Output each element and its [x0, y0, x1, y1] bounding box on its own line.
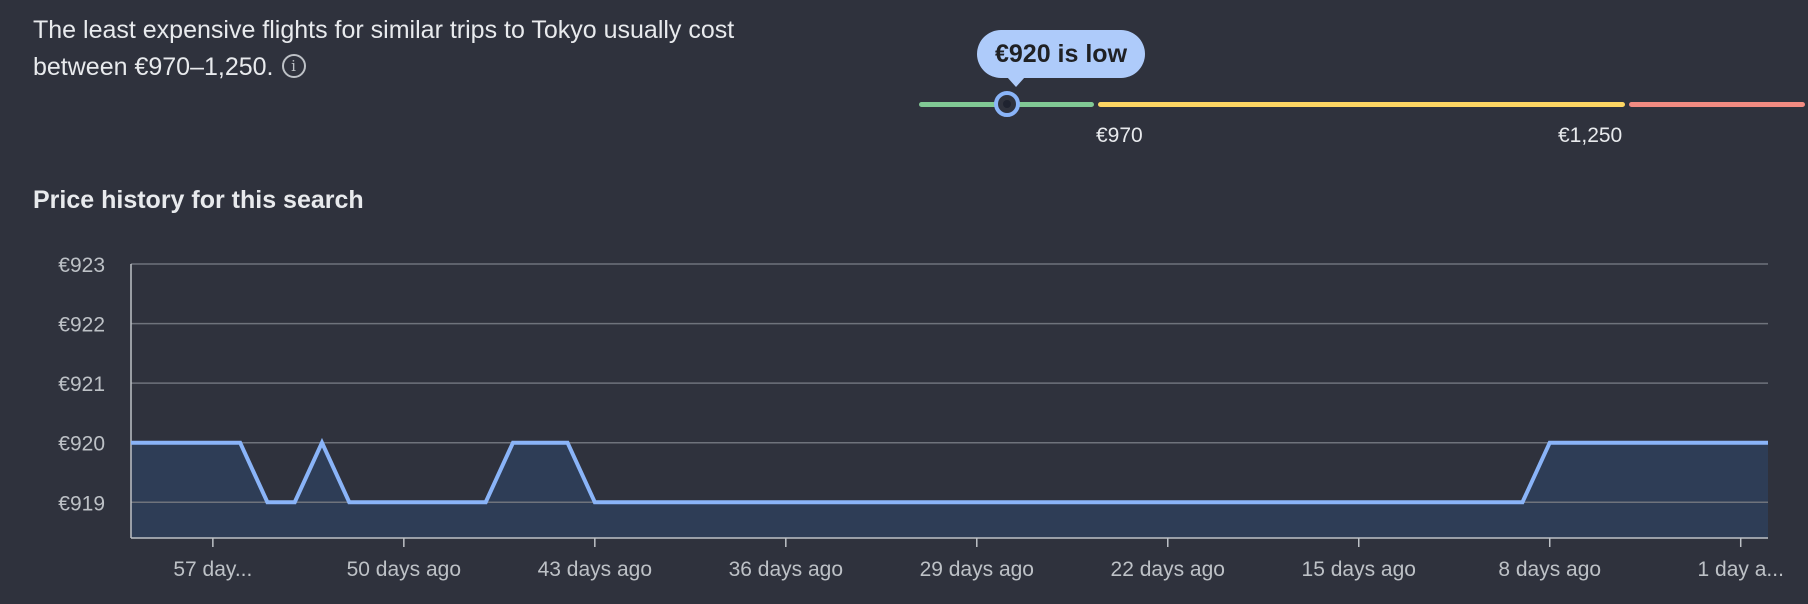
y-tick-label: €923 — [58, 254, 105, 277]
price-summary-text: The least expensive flights for similar … — [33, 12, 773, 86]
x-tick-label: 43 days ago — [538, 558, 652, 581]
y-tick-label: €920 — [58, 433, 105, 456]
x-tick-label: 8 days ago — [1498, 558, 1601, 581]
info-icon[interactable]: i — [281, 54, 306, 79]
low-threshold-label: €970 — [1096, 124, 1143, 147]
y-tick-label: €922 — [58, 314, 105, 337]
x-tick-label: 36 days ago — [729, 558, 843, 581]
high-price-segment — [1629, 102, 1805, 107]
price-area-fill — [131, 442, 1768, 538]
current-price-marker — [994, 91, 1020, 117]
price-range-bar: €920 is low €970 €1,250 — [0, 0, 1808, 160]
high-threshold-label: €1,250 — [1558, 124, 1623, 147]
x-tick-label: 50 days ago — [347, 558, 461, 581]
x-tick-label: 15 days ago — [1302, 558, 1416, 581]
x-tick-label: 57 day... — [173, 558, 252, 581]
summary-text: The least expensive flights for similar … — [33, 16, 735, 81]
y-tick-label: €921 — [58, 373, 105, 396]
x-tick-label: 22 days ago — [1111, 558, 1225, 581]
price-history-line — [131, 437, 1768, 505]
x-tick-label: 29 days ago — [920, 558, 1034, 581]
typical-price-segment — [1098, 102, 1625, 107]
current-price-bubble: €920 is low — [977, 30, 1146, 87]
x-tick-label: 1 day a... — [1698, 558, 1784, 581]
price-history-title: Price history for this search — [33, 186, 364, 214]
y-tick-label: €919 — [58, 492, 105, 515]
